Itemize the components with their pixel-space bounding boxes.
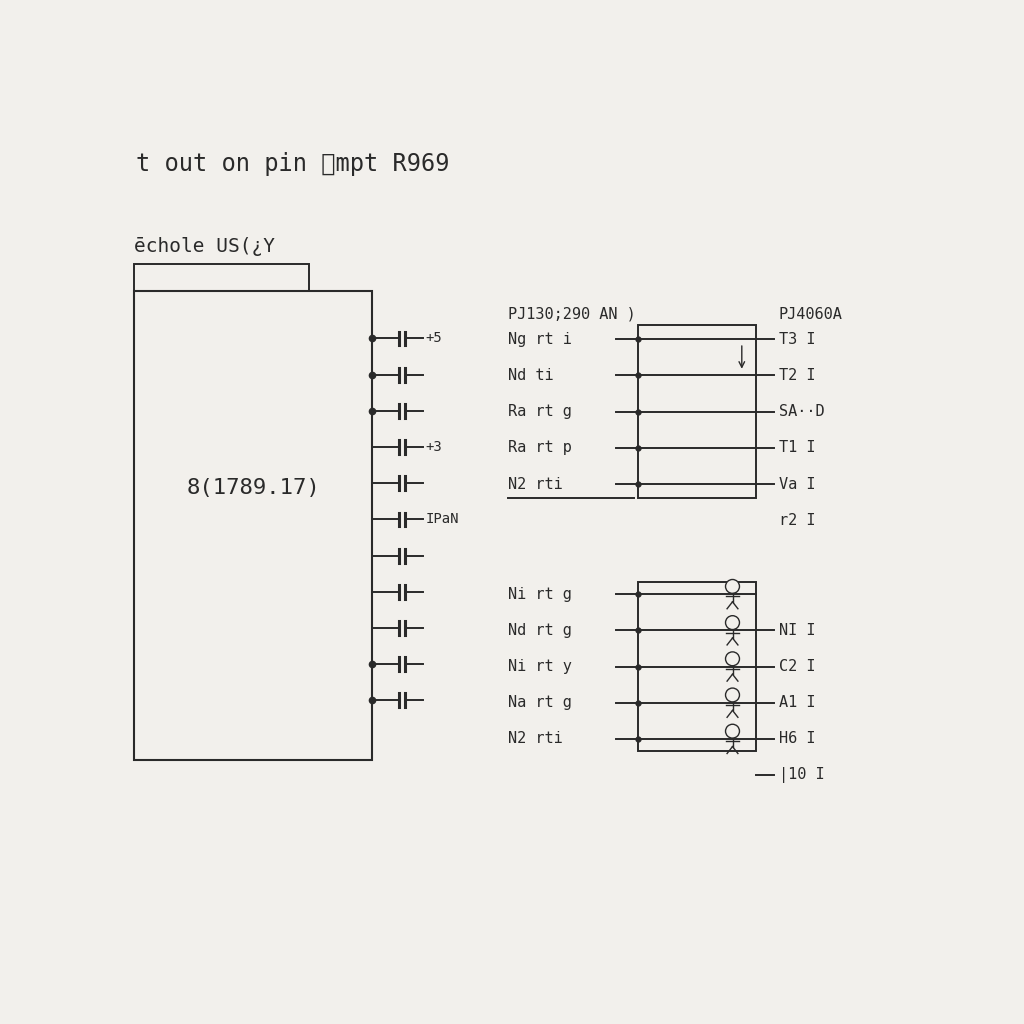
Text: +5: +5 — [426, 332, 442, 345]
Bar — [638, 325, 756, 498]
Bar — [134, 291, 372, 761]
Bar — [638, 582, 756, 752]
Text: H6 I: H6 I — [779, 731, 815, 746]
Text: NI I: NI I — [779, 623, 815, 638]
Circle shape — [726, 724, 739, 738]
Text: Nd rt g: Nd rt g — [508, 623, 571, 638]
Text: Nd ti: Nd ti — [508, 368, 553, 383]
Circle shape — [726, 688, 739, 701]
Text: 8(1789.17): 8(1789.17) — [186, 478, 321, 498]
Text: SA··D: SA··D — [779, 404, 824, 419]
Circle shape — [726, 652, 739, 666]
Text: Ni rt g: Ni rt g — [508, 587, 571, 602]
Text: r2 I: r2 I — [779, 513, 815, 527]
Text: C2 I: C2 I — [779, 659, 815, 674]
Text: ēchole US(¿Y: ēchole US(¿Y — [134, 237, 275, 256]
Text: T1 I: T1 I — [779, 440, 815, 456]
Text: PJ130;290 AN ): PJ130;290 AN ) — [508, 306, 636, 322]
Text: Va I: Va I — [779, 476, 815, 492]
Text: Ni rt y: Ni rt y — [508, 659, 571, 674]
Text: IPaN: IPaN — [426, 512, 459, 526]
Circle shape — [726, 580, 739, 593]
Text: t out on pin 山mpt R969: t out on pin 山mpt R969 — [136, 153, 450, 176]
Circle shape — [726, 615, 739, 630]
Bar — [134, 264, 308, 293]
Text: Ra rt g: Ra rt g — [508, 404, 571, 419]
Text: Na rt g: Na rt g — [508, 695, 571, 711]
Text: N2 rti: N2 rti — [508, 731, 562, 746]
Text: PJ4060A: PJ4060A — [779, 306, 843, 322]
Text: A1 I: A1 I — [779, 695, 815, 711]
Text: T2 I: T2 I — [779, 368, 815, 383]
Text: Ra rt p: Ra rt p — [508, 440, 571, 456]
Text: N2 rti: N2 rti — [508, 476, 562, 492]
Text: T3 I: T3 I — [779, 332, 815, 347]
Text: +3: +3 — [426, 440, 442, 454]
Text: Ng rt i: Ng rt i — [508, 332, 571, 347]
Text: |10 I: |10 I — [779, 767, 824, 783]
